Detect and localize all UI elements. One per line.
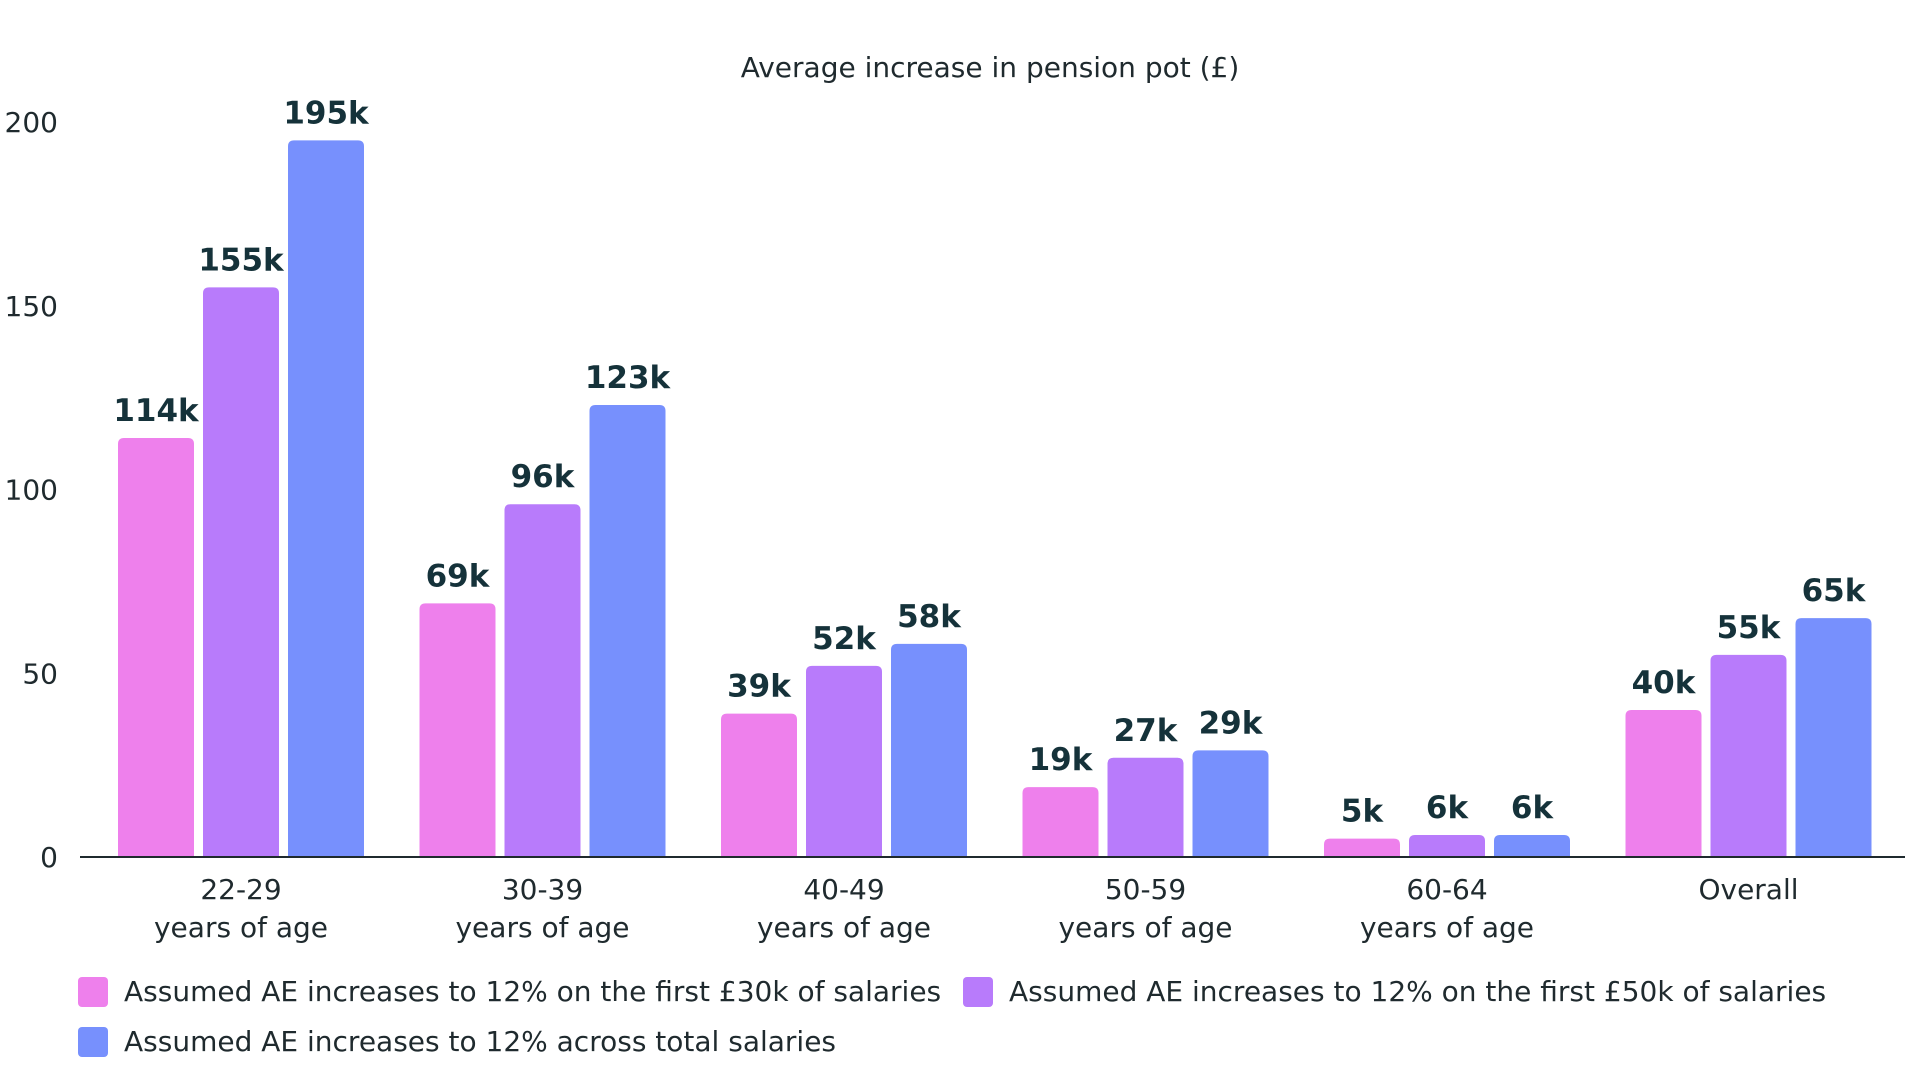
bar (1710, 654, 1787, 857)
bar (1795, 618, 1872, 857)
data-label: 96k (511, 459, 576, 495)
bar (1107, 757, 1184, 857)
data-label: 40k (1632, 665, 1697, 701)
bar (589, 404, 666, 857)
data-labels: 114k 155k 195k 69k 96k 123k 39k 52k 58k 19k 27k 29k… (113, 95, 1866, 829)
bar (1192, 750, 1269, 857)
legend-swatch (963, 976, 993, 1007)
bar (504, 504, 581, 857)
y-tick-label: 150 (5, 290, 58, 323)
data-label: 6k (1511, 790, 1555, 826)
legend-swatch (78, 1026, 108, 1057)
data-label: 195k (283, 95, 370, 131)
x-tick-label: years of age (757, 911, 931, 944)
data-label: 123k (585, 360, 672, 396)
x-axis-labels: 22-29 years of age 30-39 years of age 40-49 y… (154, 873, 1799, 944)
bar (1625, 710, 1702, 857)
x-tick-label: 50-59 (1105, 873, 1186, 906)
bar (1022, 787, 1099, 857)
x-tick-label: years of age (1360, 911, 1534, 944)
bar (891, 643, 967, 857)
legend-item: Assumed AE increases to 12% across total… (78, 1025, 836, 1058)
bar (1409, 834, 1485, 857)
bar (118, 438, 194, 857)
x-tick-label: 40-49 (803, 873, 884, 906)
data-label: 155k (198, 242, 285, 278)
legend-swatch (78, 976, 108, 1007)
data-label: 39k (727, 669, 792, 705)
data-label: 29k (1199, 705, 1264, 741)
y-axis-ticks: 0 50 100 150 200 (5, 106, 58, 874)
bar (288, 140, 364, 857)
x-tick-label: 22-29 (200, 873, 281, 906)
data-label: 114k (113, 393, 200, 429)
y-tick-label: 200 (5, 106, 58, 139)
data-label: 58k (897, 599, 962, 635)
data-label: 5k (1341, 794, 1385, 830)
data-label: 52k (812, 621, 877, 657)
data-label: 27k (1114, 713, 1179, 749)
data-label: 6k (1426, 790, 1470, 826)
bar (1494, 834, 1570, 857)
x-tick-label: years of age (1058, 911, 1232, 944)
legend-label: Assumed AE increases to 12% on the first… (1009, 975, 1827, 1008)
y-tick-label: 100 (5, 474, 58, 507)
bar-group (118, 140, 1872, 857)
bar (806, 665, 882, 857)
bar (419, 603, 496, 857)
data-label: 19k (1029, 742, 1094, 778)
bar (1324, 838, 1400, 857)
x-tick-label: Overall (1698, 873, 1798, 906)
bar (203, 287, 279, 857)
legend-label: Assumed AE increases to 12% on the first… (124, 975, 942, 1008)
bar (721, 713, 797, 857)
data-label: 55k (1717, 610, 1782, 646)
legend-item: Assumed AE increases to 12% on the first… (78, 975, 941, 1008)
x-tick-label: 30-39 (502, 873, 583, 906)
data-label: 69k (426, 558, 491, 594)
x-tick-label: 60-64 (1406, 873, 1487, 906)
legend-label: Assumed AE increases to 12% across total… (124, 1025, 837, 1058)
x-tick-label: years of age (154, 911, 328, 944)
data-label: 65k (1802, 573, 1867, 609)
y-tick-label: 0 (40, 841, 58, 874)
x-tick-label: years of age (455, 911, 629, 944)
chart-title: Average increase in pension pot (£) (741, 51, 1240, 84)
legend-item: Assumed AE increases to 12% on the first… (963, 975, 1826, 1008)
y-tick-label: 50 (22, 657, 58, 690)
